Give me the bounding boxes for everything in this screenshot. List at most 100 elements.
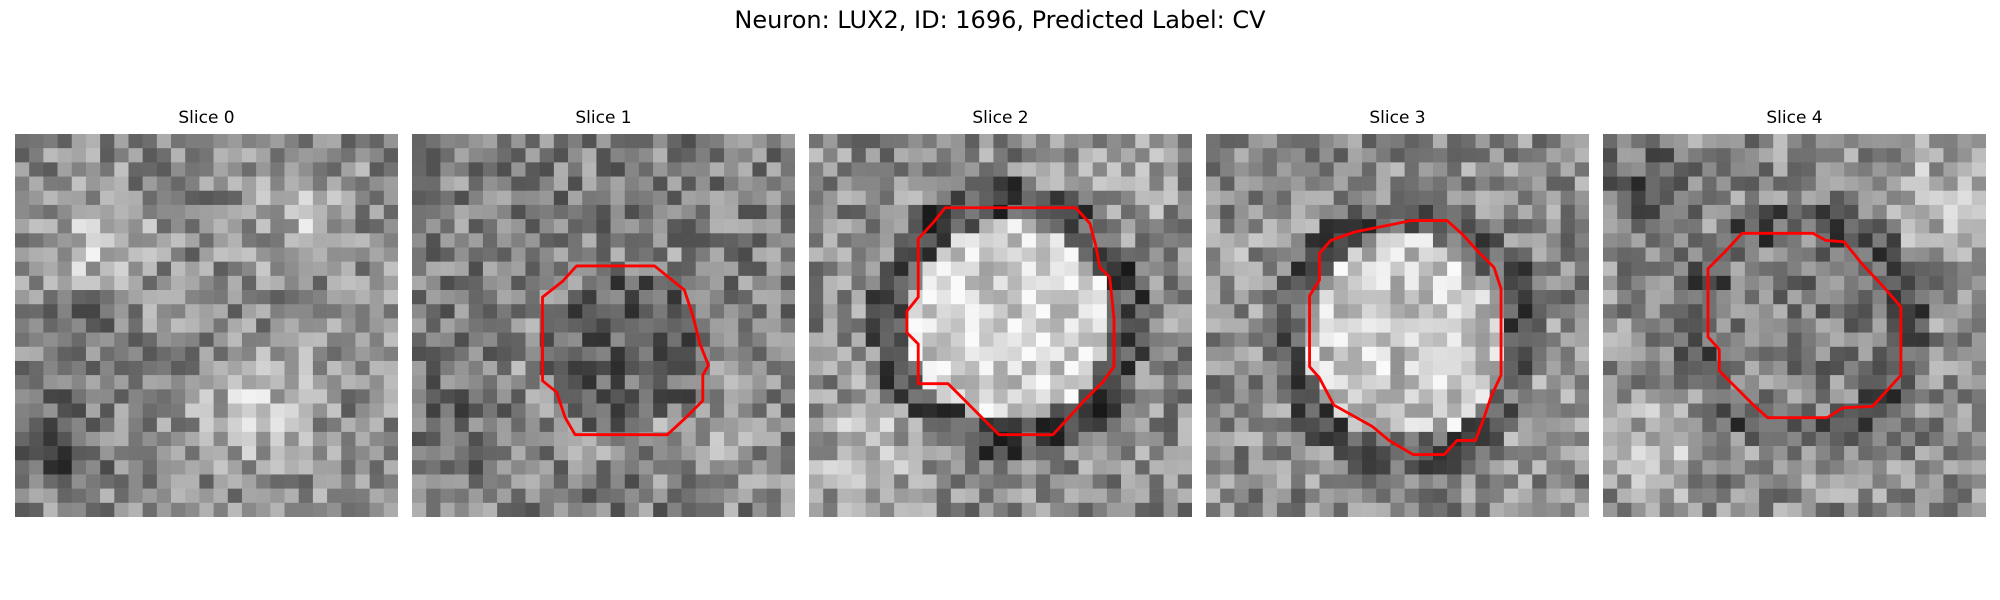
pixel: [312, 204, 328, 220]
pixel: [327, 233, 342, 248]
pixel: [171, 304, 186, 319]
pixel: [1503, 332, 1519, 348]
pixel: [1418, 318, 1434, 333]
pixel: [1092, 247, 1108, 262]
pixel: [1007, 275, 1023, 291]
pixel: [412, 460, 427, 475]
pixel: [1702, 474, 1717, 489]
pixel: [1333, 375, 1349, 390]
pixel: [1163, 360, 1179, 376]
pixel: [1886, 403, 1902, 418]
pixel: [341, 247, 356, 262]
pixel: [752, 360, 767, 376]
pixel: [1021, 247, 1037, 262]
pixel: [128, 304, 143, 319]
pixel: [809, 360, 824, 376]
pixel: [1092, 346, 1108, 362]
pixel: [1050, 176, 1065, 192]
pixel: [553, 332, 569, 348]
pixel: [1078, 190, 1093, 206]
pixel: [171, 176, 186, 192]
pixel: [539, 275, 555, 291]
pixel: [156, 318, 172, 333]
pixel: [1915, 190, 1930, 206]
pixel: [1744, 360, 1760, 376]
pixel: [1362, 304, 1377, 319]
pixel: [1744, 190, 1760, 206]
pixel: [1220, 148, 1235, 163]
pixel: [780, 290, 795, 305]
pixel: [766, 261, 782, 277]
pixel: [624, 318, 640, 333]
pixel: [171, 204, 186, 220]
pixel: [1376, 474, 1391, 489]
pixel: [1971, 389, 1986, 404]
pixel: [738, 290, 753, 305]
pixel: [638, 134, 654, 149]
pixel: [100, 190, 115, 206]
pixel: [440, 360, 455, 376]
pixel: [780, 474, 795, 489]
pixel: [1673, 148, 1689, 163]
pixel: [908, 275, 923, 291]
pixel: [950, 190, 966, 206]
pixel: [950, 134, 966, 149]
pixel: [71, 290, 87, 305]
pixel: [582, 275, 597, 291]
pixel: [596, 261, 611, 277]
pixel: [482, 460, 498, 475]
pixel: [355, 389, 370, 404]
pixel: [1362, 247, 1377, 262]
pixel: [1603, 162, 1618, 177]
pixel: [1149, 346, 1164, 362]
pixel: [1276, 446, 1292, 461]
pixel: [837, 446, 852, 461]
pixel: [936, 275, 952, 291]
pixel: [525, 304, 540, 319]
pixel: [284, 233, 299, 248]
pixel: [1844, 318, 1859, 333]
pixel: [1730, 204, 1746, 220]
pixel: [270, 219, 285, 234]
pixel: [1262, 190, 1278, 206]
pixel: [752, 403, 767, 418]
pixel: [582, 332, 597, 348]
pixel: [993, 446, 1008, 461]
pixel: [908, 190, 923, 206]
pixel: [695, 474, 711, 489]
pixel: [85, 290, 101, 305]
pixel: [1262, 360, 1278, 376]
pixel: [426, 261, 441, 277]
pixel: [922, 431, 937, 447]
pixel: [1886, 360, 1902, 376]
pixel: [638, 346, 654, 362]
pixel: [1319, 460, 1334, 475]
pixel: [1971, 304, 1986, 319]
pixel: [1262, 488, 1278, 504]
pixel: [1518, 446, 1533, 461]
pixel: [327, 403, 342, 418]
pixel: [766, 431, 782, 447]
pixel: [128, 162, 143, 177]
pixel: [213, 162, 229, 177]
pixel: [667, 346, 682, 362]
pixel: [1177, 332, 1192, 348]
pixel: [1759, 474, 1774, 489]
pixel: [1149, 403, 1164, 418]
pixel: [440, 190, 455, 206]
pixel: [1390, 261, 1405, 277]
pixel: [681, 134, 696, 149]
pixel: [1376, 446, 1391, 461]
pixel: [1418, 304, 1434, 319]
pixel: [1206, 204, 1221, 220]
pixel: [539, 431, 555, 447]
pixel: [568, 204, 583, 220]
pixel: [667, 318, 682, 333]
pixel: [1716, 488, 1731, 504]
pixel: [511, 204, 526, 220]
pixel: [114, 247, 129, 262]
pixel: [1943, 261, 1958, 277]
pixel: [1106, 389, 1122, 404]
pixel: [85, 318, 101, 333]
pixel: [1021, 134, 1037, 149]
